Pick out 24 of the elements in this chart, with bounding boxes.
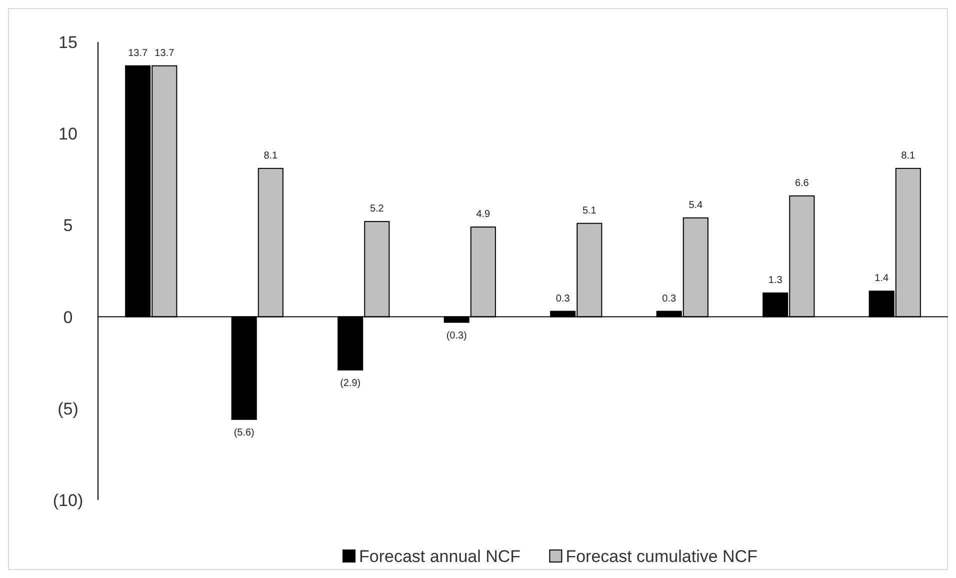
data-label: (5.6) <box>234 427 254 438</box>
y-tick-label: (10) <box>52 490 84 510</box>
data-label: 5.4 <box>688 200 704 211</box>
data-label: 5.1 <box>582 205 597 216</box>
data-label: 6.6 <box>794 178 810 189</box>
data-label: 5.2 <box>370 204 384 215</box>
data-label: 0.3 <box>556 293 570 304</box>
data-label: (0.3) <box>446 330 467 342</box>
y-tick-label: 15 <box>58 32 78 52</box>
legend-label: Forecast cumulative NCF <box>566 546 758 566</box>
data-label: 13.7 <box>128 48 148 59</box>
data-label: 0.3 <box>662 293 676 304</box>
data-label: 8.1 <box>264 150 278 162</box>
data-label: 8.1 <box>901 150 916 162</box>
y-tick-label: 5 <box>63 216 73 236</box>
legend-label: Forecast annual NCF <box>359 546 521 566</box>
data-label: 4.9 <box>476 209 491 220</box>
y-tick-label: 0 <box>63 308 73 327</box>
data-label: 1.3 <box>768 274 783 286</box>
y-tick-label: (5) <box>58 399 78 418</box>
data-label: 1.4 <box>874 273 889 284</box>
data-label: 13.7 <box>154 48 175 59</box>
data-label: (2.9) <box>340 378 361 389</box>
y-tick-label: 10 <box>58 124 78 144</box>
